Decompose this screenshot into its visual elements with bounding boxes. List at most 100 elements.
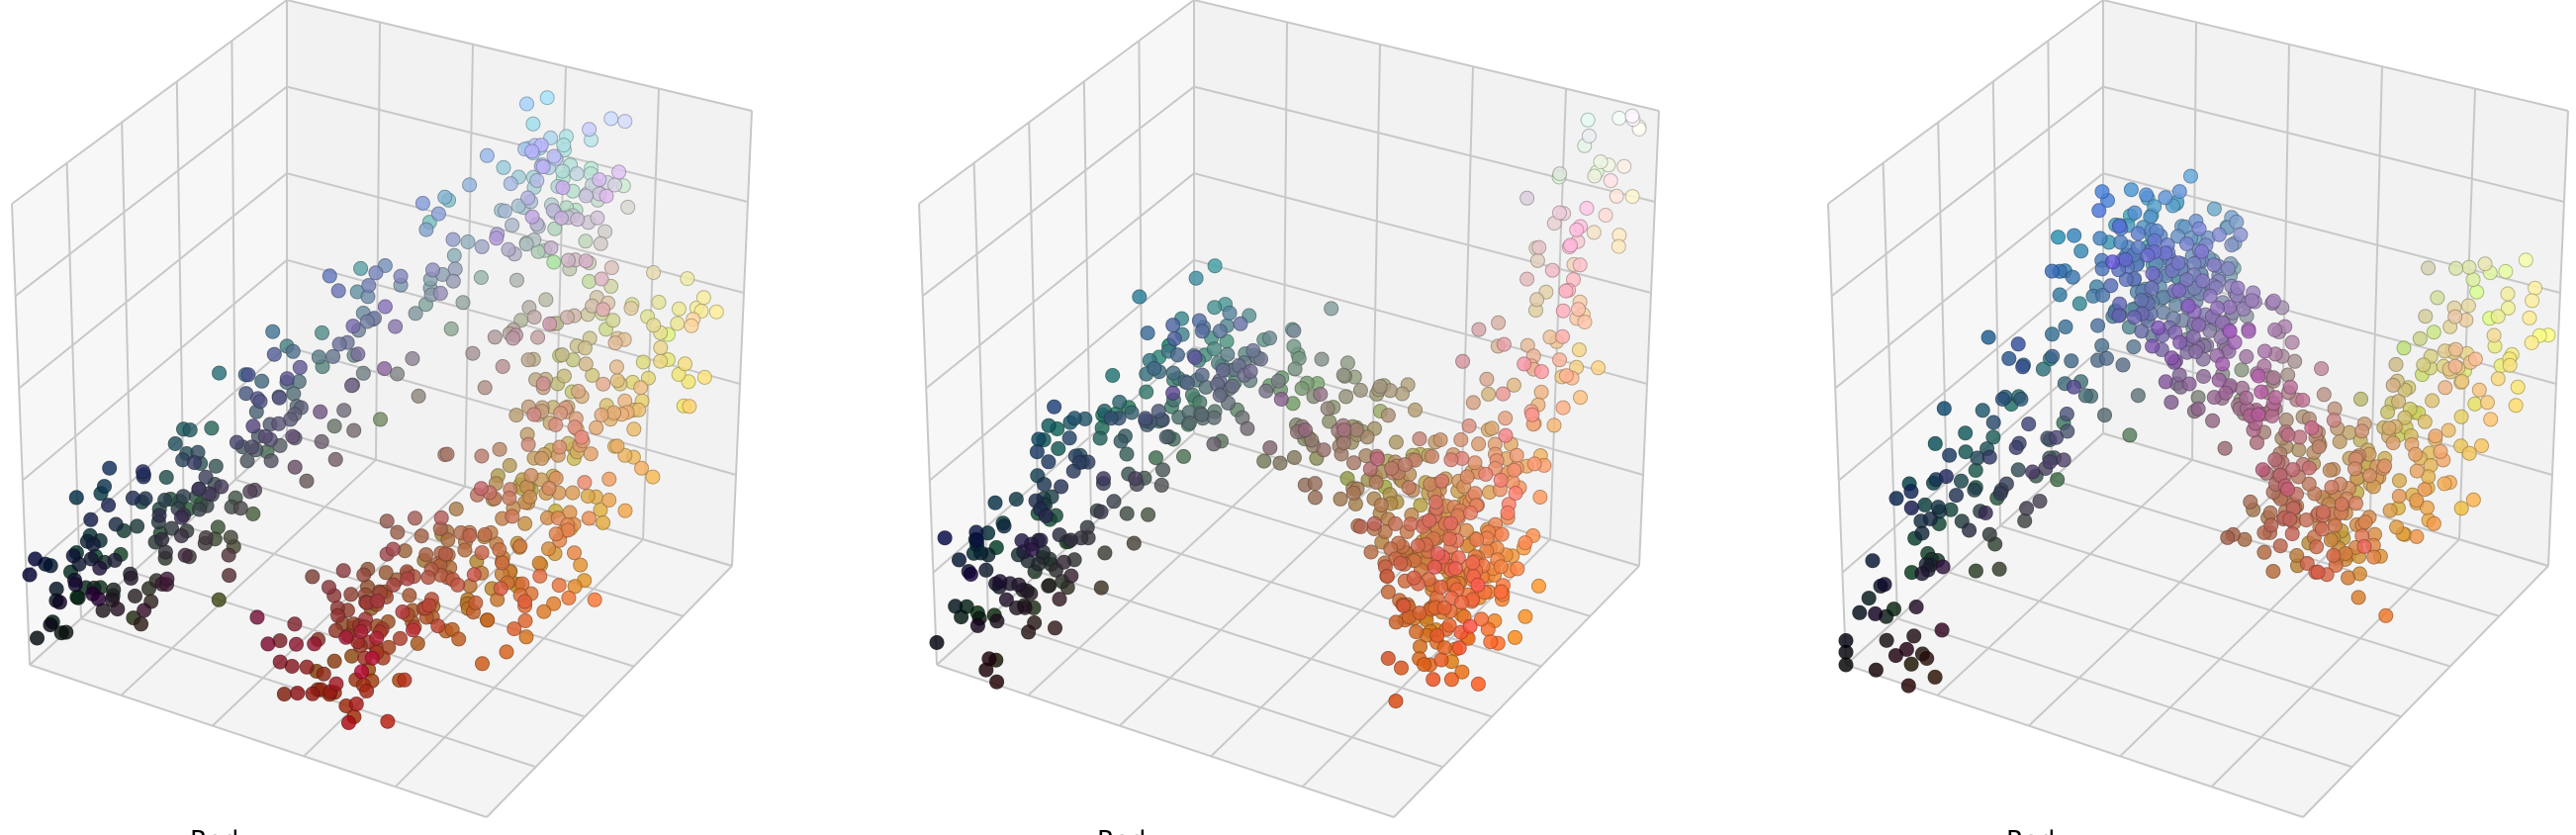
scatter-point xyxy=(468,595,484,610)
scatter-point xyxy=(2412,330,2428,346)
scatter-point xyxy=(2433,443,2448,459)
scatter-point xyxy=(646,318,662,333)
scatter-point xyxy=(682,399,697,415)
scatter-point xyxy=(1917,497,1933,512)
scatter-point xyxy=(583,446,598,462)
grid-line xyxy=(11,0,288,205)
scatter-point xyxy=(1352,383,1368,398)
scatter-point xyxy=(578,233,594,249)
scatter-point xyxy=(1478,466,1494,482)
grid-line xyxy=(1834,172,2104,390)
scatter3d-chart: Red xyxy=(918,0,1660,835)
x-axis-label: Red xyxy=(1097,826,1146,835)
scatter-point xyxy=(450,577,466,593)
scatter-point xyxy=(1052,592,1067,607)
scatter-point xyxy=(551,578,567,594)
scatter-point xyxy=(316,666,331,682)
scatter-point xyxy=(1262,440,1278,456)
scatter-point xyxy=(191,481,207,497)
scatter-point xyxy=(2077,388,2093,404)
scatter-point xyxy=(1586,225,1602,240)
scatter-point xyxy=(2323,532,2339,548)
scatter-point xyxy=(634,460,649,476)
scatter-point xyxy=(1508,629,1522,645)
scatter-point xyxy=(257,428,273,444)
scatter-point xyxy=(989,674,1005,690)
scatter-point xyxy=(2122,427,2138,443)
scatter-point xyxy=(596,514,611,530)
scatter-point xyxy=(265,324,281,339)
scatter-point xyxy=(348,696,364,712)
scatter-point xyxy=(1024,542,1040,558)
scatter-point xyxy=(1624,189,1640,205)
scatter-point xyxy=(1518,608,1533,624)
scatter-point xyxy=(1206,341,1222,357)
scatter-point xyxy=(608,359,624,375)
scatter-point xyxy=(520,352,536,368)
scatter-point xyxy=(1041,418,1057,433)
scatter-point xyxy=(1258,383,1274,399)
scatter-point xyxy=(331,336,347,352)
scatter-point xyxy=(2234,362,2250,378)
scatter-point xyxy=(2417,414,2433,429)
scatter-point xyxy=(2490,371,2506,387)
scatter-point xyxy=(1206,436,1222,452)
scatter-point xyxy=(1981,526,1997,542)
scatter-point xyxy=(1103,411,1119,426)
scatter-point xyxy=(2250,434,2264,450)
chart-panel-2: Red xyxy=(907,0,1766,835)
scatter-point xyxy=(2094,261,2110,277)
scatter-point xyxy=(2052,287,2068,303)
scatter-point xyxy=(596,302,611,318)
scatter-point xyxy=(552,439,568,455)
scatter-point xyxy=(2115,357,2131,373)
scatter-point xyxy=(2008,440,2024,455)
scatter-point xyxy=(987,495,1003,510)
scatter-point xyxy=(379,513,395,529)
scatter-point xyxy=(83,551,99,567)
scatter-point xyxy=(2095,288,2111,303)
scatter-point xyxy=(2447,358,2463,374)
scatter-point xyxy=(58,624,74,640)
scatter-point xyxy=(2347,461,2362,477)
scatter-point xyxy=(1474,611,1489,627)
scatter-point xyxy=(989,613,1005,629)
grid-line xyxy=(18,172,288,390)
scatter-point xyxy=(1029,444,1045,460)
scatter-point xyxy=(222,568,237,584)
scatter-point xyxy=(1903,484,1919,500)
scatter-point xyxy=(364,650,380,666)
scatter-point xyxy=(2091,203,2107,219)
scatter-point xyxy=(952,552,966,568)
scatter-point xyxy=(1572,257,1588,273)
scatter-point xyxy=(1021,624,1037,640)
scatter-point xyxy=(1470,577,1486,593)
scatter-point xyxy=(2357,514,2373,530)
scatter-point xyxy=(2094,337,2110,353)
scatter-point xyxy=(1207,300,1223,316)
scatter-point xyxy=(2244,293,2259,309)
scatter-point xyxy=(2267,323,2283,337)
scatter-point xyxy=(1147,360,1162,376)
scatter-point xyxy=(2483,412,2499,427)
scatter-point xyxy=(2392,473,2407,489)
scatter-point xyxy=(2522,310,2537,325)
scatter-point xyxy=(548,526,564,542)
scatter-point xyxy=(1443,452,1459,468)
scatter-point xyxy=(1591,360,1607,376)
scatter-point xyxy=(433,510,449,525)
scatter-point xyxy=(607,335,623,351)
scatter-point xyxy=(581,510,597,526)
scatter-point xyxy=(1324,301,1339,317)
scatter-point xyxy=(1313,387,1329,402)
scatter-point xyxy=(582,274,598,289)
grid-line xyxy=(65,162,82,619)
scatter-point xyxy=(546,254,562,270)
scatter-point xyxy=(680,271,695,287)
scatter-point xyxy=(2518,252,2533,268)
scatter-point xyxy=(128,589,142,603)
scatter-point xyxy=(299,473,315,489)
scatter-point xyxy=(2356,538,2372,554)
scatter-point xyxy=(1380,584,1396,600)
scatter-point xyxy=(2366,549,2382,565)
